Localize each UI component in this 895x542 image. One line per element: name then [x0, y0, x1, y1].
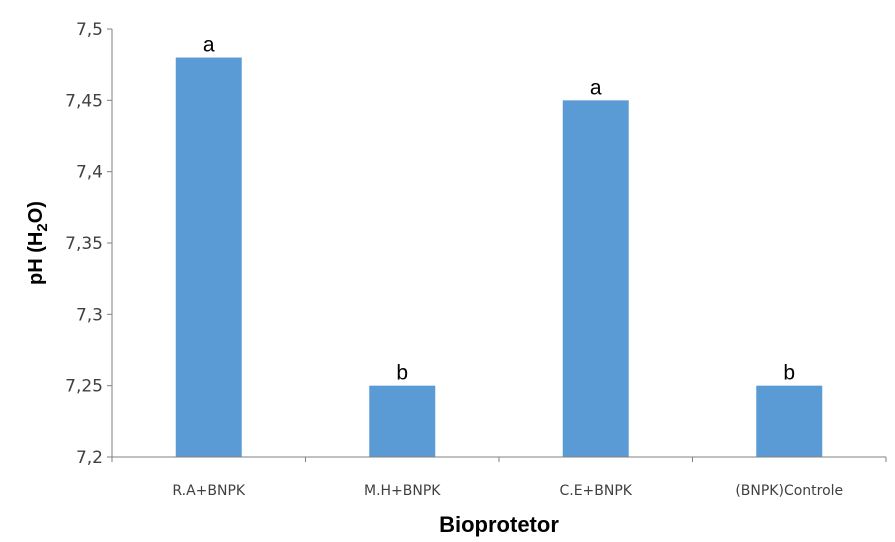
bar-data-label: b	[396, 362, 408, 385]
bar-data-label: a	[203, 34, 215, 57]
y-axis-title: pH (H2O)	[25, 201, 51, 285]
bar	[756, 386, 822, 457]
x-category-label: R.A+BNPK	[172, 483, 246, 499]
bars	[176, 58, 823, 457]
bar	[563, 100, 629, 457]
bar	[176, 58, 242, 457]
y-tick-label: 7,5	[76, 20, 103, 40]
y-tick-label: 7,45	[65, 91, 103, 111]
y-axis-ticks: 7,2 7,25 7,3 7,35 7,4 7,45 7,5	[65, 20, 112, 468]
y-axis-title-subscript: 2	[34, 223, 51, 231]
x-axis-ticks	[112, 457, 886, 462]
bar-data-labels: a b a b	[203, 34, 795, 385]
y-tick-label: 7,25	[65, 377, 103, 397]
x-axis-category-labels: R.A+BNPK M.H+BNPK C.E+BNPK (BNPK)Controle	[172, 483, 843, 499]
x-axis-title: Bioprotetor	[439, 512, 559, 537]
y-axis-title-end: O)	[25, 201, 47, 223]
x-category-label: C.E+BNPK	[559, 483, 632, 499]
x-category-label: (BNPK)Controle	[735, 483, 843, 499]
y-axis-title-main: pH (H	[25, 232, 47, 285]
x-category-label: M.H+BNPK	[364, 483, 441, 499]
y-tick-label: 7,4	[76, 163, 103, 183]
bar	[369, 386, 435, 457]
bar-data-label: a	[590, 76, 602, 99]
bar-data-label: b	[783, 362, 795, 385]
y-tick-label: 7,35	[65, 234, 103, 254]
y-tick-label: 7,2	[76, 448, 103, 468]
y-tick-label: 7,3	[76, 305, 103, 325]
